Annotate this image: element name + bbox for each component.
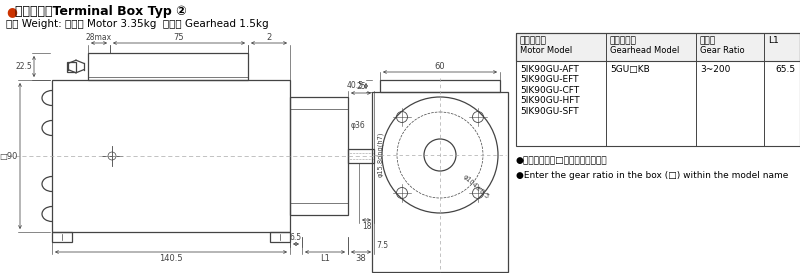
Text: 28max: 28max <box>86 33 112 42</box>
Text: ●: ● <box>6 5 17 18</box>
Bar <box>372 92 508 272</box>
Bar <box>67 61 76 72</box>
Text: 18: 18 <box>362 222 371 231</box>
Text: 140.5: 140.5 <box>159 254 183 263</box>
Bar <box>52 80 290 232</box>
Text: 22.5: 22.5 <box>15 62 32 71</box>
Bar <box>380 80 500 92</box>
Text: 25: 25 <box>356 82 366 91</box>
Text: 75: 75 <box>174 33 184 42</box>
Text: φ15.8ong(h7): φ15.8ong(h7) <box>377 131 383 177</box>
Text: 重量 Weight: 电动机 Motor 3.35kg  减速器 Gearhead 1.5kg: 重量 Weight: 电动机 Motor 3.35kg 减速器 Gearhead… <box>6 19 269 29</box>
Text: 7.5: 7.5 <box>376 242 388 251</box>
Text: φ36: φ36 <box>351 120 366 129</box>
Text: 3~200: 3~200 <box>700 65 730 74</box>
Text: 5IK90GU-AFT
5IK90GU-EFT
5IK90GU-CFT
5IK90GU-HFT
5IK90GU-SFT: 5IK90GU-AFT 5IK90GU-EFT 5IK90GU-CFT 5IK9… <box>520 65 580 115</box>
Text: □90: □90 <box>0 152 18 161</box>
Bar <box>516 33 800 61</box>
Text: 减速比: 减速比 <box>700 36 716 45</box>
Text: 2: 2 <box>266 33 272 42</box>
Bar <box>88 53 248 80</box>
Text: 5GU□KB: 5GU□KB <box>610 65 650 74</box>
Text: ●减速器型号的□中为减速比的数值: ●减速器型号的□中为减速比的数值 <box>516 156 608 165</box>
Bar <box>516 33 800 146</box>
Text: Motor Model: Motor Model <box>520 46 572 55</box>
Text: 电动机型号: 电动机型号 <box>520 36 547 45</box>
Text: φ104±0.5: φ104±0.5 <box>462 174 490 200</box>
Bar <box>348 149 374 163</box>
Text: 40.5: 40.5 <box>347 82 364 91</box>
Bar <box>52 232 72 242</box>
Text: 60: 60 <box>434 62 446 71</box>
Text: 38: 38 <box>356 254 366 263</box>
Text: ●Enter the gear ratio in the box (□) within the model name: ●Enter the gear ratio in the box (□) wit… <box>516 171 788 180</box>
Text: 65.5: 65.5 <box>776 65 796 74</box>
Text: 6.5: 6.5 <box>290 233 302 242</box>
Text: Gear Ratio: Gear Ratio <box>700 46 745 55</box>
Text: L1: L1 <box>768 36 778 45</box>
Text: 带端子箱型Terminal Box Typ ②: 带端子箱型Terminal Box Typ ② <box>15 5 186 18</box>
Bar <box>270 232 290 242</box>
Bar <box>290 97 348 215</box>
Text: 减速器型号: 减速器型号 <box>610 36 637 45</box>
Text: L1: L1 <box>320 254 330 263</box>
Text: Gearhead Model: Gearhead Model <box>610 46 679 55</box>
